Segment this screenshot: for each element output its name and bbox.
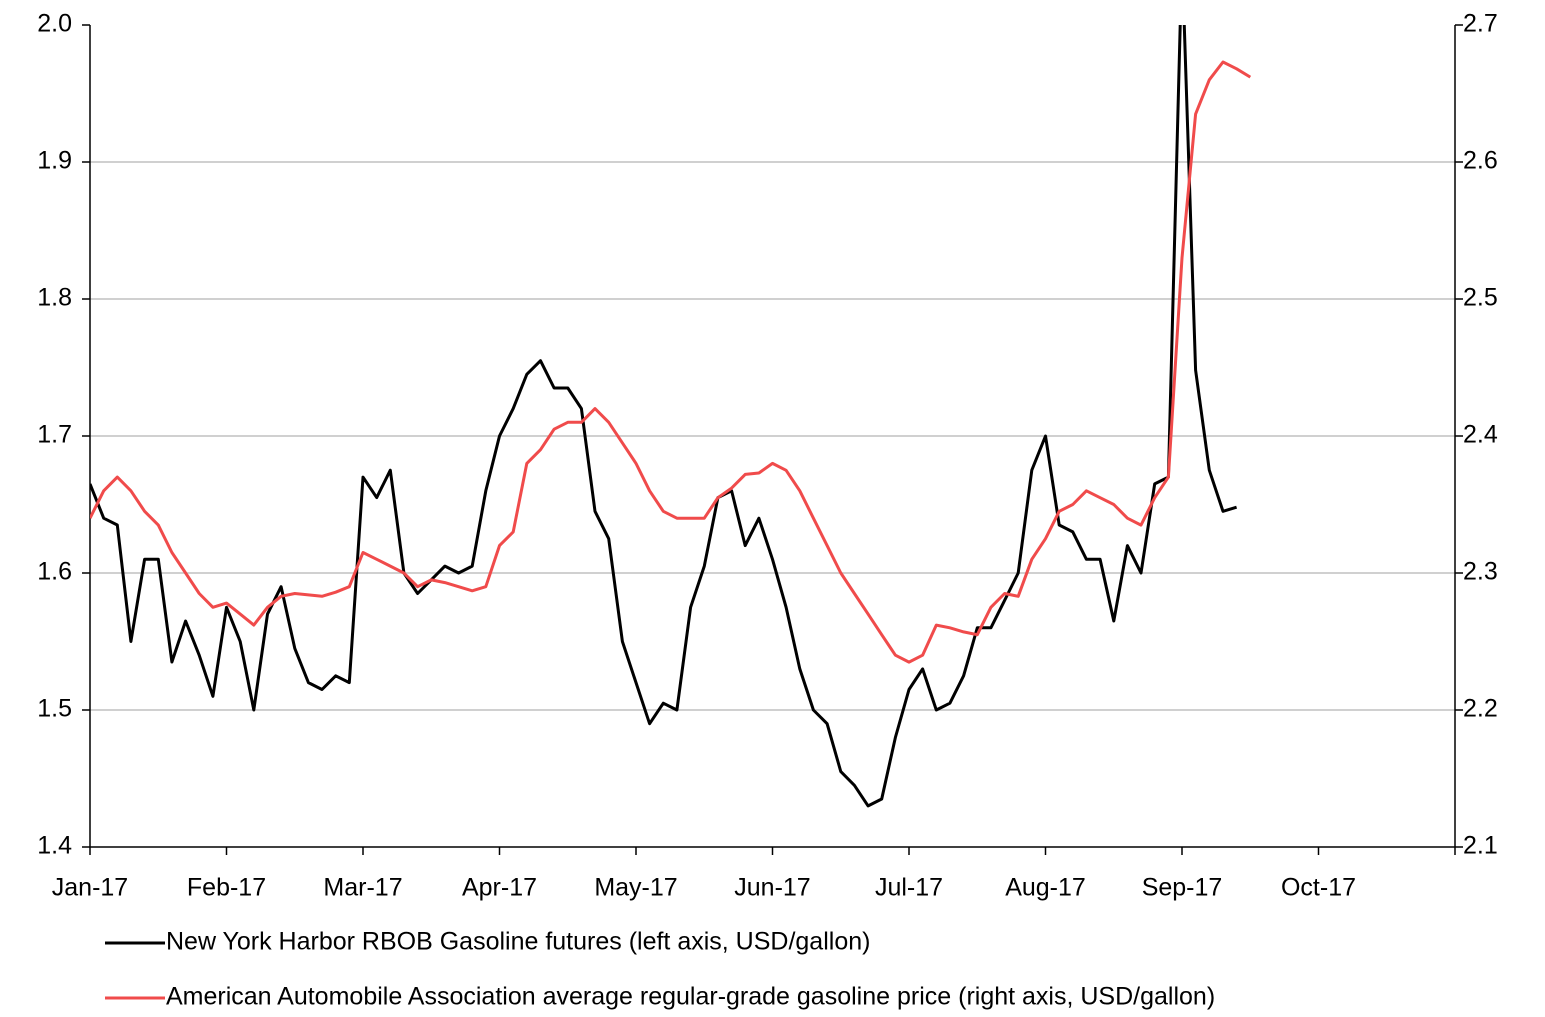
y2-tick-label: 2.5 — [1463, 284, 1498, 312]
y2-tick-label: 2.1 — [1463, 832, 1498, 860]
x-tick-label: Aug-17 — [1005, 874, 1086, 902]
x-tick-label: Sep-17 — [1142, 874, 1223, 902]
y2-tick-label: 2.6 — [1463, 147, 1498, 175]
y-tick-label: 2.0 — [37, 10, 72, 38]
x-tick-label: Jan-17 — [52, 874, 128, 902]
plot-area — [90, 25, 1252, 808]
y-tick-label: 1.7 — [37, 421, 72, 449]
x-tick-label: Mar-17 — [323, 874, 402, 902]
x-tick-label: Feb-17 — [187, 874, 266, 902]
y-tick-label: 1.4 — [37, 832, 72, 860]
x-tick-label: Jun-17 — [734, 874, 810, 902]
legend-label: New York Harbor RBOB Gasoline futures (l… — [166, 928, 870, 956]
y-tick-label: 1.9 — [37, 147, 72, 175]
y2-tick-label: 2.4 — [1463, 421, 1498, 449]
y-tick-label: 1.6 — [37, 558, 72, 586]
x-tick-label: Oct-17 — [1281, 874, 1356, 902]
y2-tick-label: 2.7 — [1463, 10, 1498, 38]
x-tick-label: Jul-17 — [875, 874, 943, 902]
x-tick-label: Apr-17 — [462, 874, 537, 902]
y2-tick-label: 2.3 — [1463, 558, 1498, 586]
series-line — [90, 60, 1252, 664]
legend-label: American Automobile Association average … — [166, 983, 1215, 1011]
y2-tick-label: 2.2 — [1463, 695, 1498, 723]
y-tick-label: 1.8 — [37, 284, 72, 312]
y-tick-label: 1.5 — [37, 695, 72, 723]
x-tick-label: May-17 — [594, 874, 677, 902]
series-line — [90, 25, 1238, 808]
